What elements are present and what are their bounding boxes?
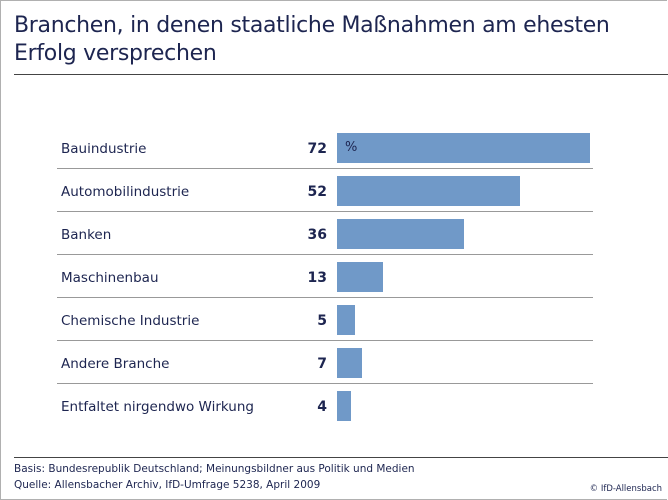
category-label: Banken — [61, 227, 112, 243]
bar — [337, 348, 362, 378]
value-label: 13 — [307, 270, 327, 286]
row-separator — [57, 383, 593, 384]
bar — [337, 391, 352, 421]
bar — [337, 262, 383, 292]
chart-title: Branchen, in denen staatliche Maßnahmen … — [14, 12, 610, 68]
row-separator — [57, 297, 593, 298]
row-separator — [57, 340, 593, 341]
bar — [337, 305, 355, 335]
bar — [337, 219, 464, 249]
value-label: 72 — [307, 141, 327, 157]
value-label: 4 — [317, 399, 327, 415]
bar-row: Maschinenbau 13 — [57, 262, 593, 298]
value-label: 5 — [317, 313, 327, 329]
category-label: Automobilindustrie — [61, 184, 190, 200]
bar-row: Automobilindustrie 52 — [57, 176, 593, 212]
footer-basis: Basis: Bundesrepublik Deutschland; Meinu… — [14, 463, 415, 475]
category-label: Maschinenbau — [61, 270, 159, 286]
category-label: Chemische Industrie — [61, 313, 200, 329]
value-label: 7 — [317, 356, 327, 372]
category-label: Bauindustrie — [61, 141, 147, 157]
category-label: Entfaltet nirgendwo Wirkung — [61, 399, 254, 415]
bar-row: Bauindustrie 72 % — [57, 133, 593, 169]
title-divider — [14, 74, 668, 75]
title-line-2: Erfolg versprechen — [14, 41, 217, 66]
unit-label: % — [345, 140, 358, 155]
bar-row: Chemische Industrie 5 — [57, 305, 593, 341]
value-label: 36 — [307, 227, 327, 243]
bar — [337, 176, 520, 206]
row-separator — [57, 168, 593, 169]
copyright: © IfD-Allensbach — [589, 484, 662, 494]
category-label: Andere Branche — [61, 356, 170, 372]
row-separator — [57, 254, 593, 255]
bar-row: Andere Branche 7 — [57, 348, 593, 384]
footer-source: Quelle: Allensbacher Archiv, IfD-Umfrage… — [14, 479, 321, 491]
row-separator — [57, 211, 593, 212]
bar: % — [337, 133, 590, 163]
bar-row: Banken 36 — [57, 219, 593, 255]
footer-divider — [14, 457, 668, 458]
title-line-1: Branchen, in denen staatliche Maßnahmen … — [14, 13, 610, 38]
value-label: 52 — [307, 184, 327, 200]
bar-row: Entfaltet nirgendwo Wirkung 4 — [57, 391, 593, 427]
